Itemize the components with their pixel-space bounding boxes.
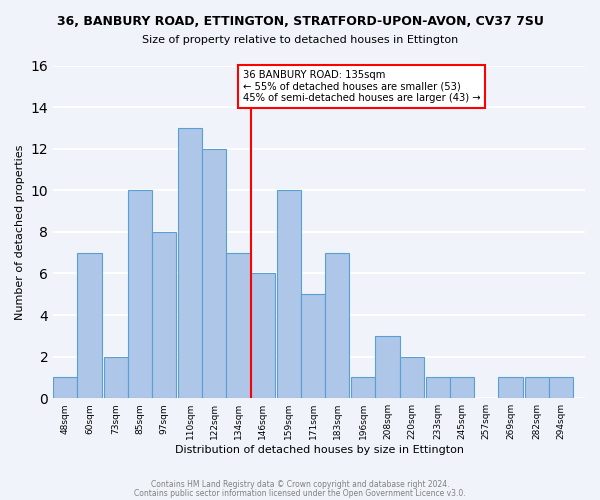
- Text: Contains public sector information licensed under the Open Government Licence v3: Contains public sector information licen…: [134, 488, 466, 498]
- Bar: [352, 378, 376, 398]
- Y-axis label: Number of detached properties: Number of detached properties: [15, 144, 25, 320]
- Bar: [53, 378, 77, 398]
- Bar: [400, 356, 424, 398]
- Bar: [450, 378, 474, 398]
- Text: 36, BANBURY ROAD, ETTINGTON, STRATFORD-UPON-AVON, CV37 7SU: 36, BANBURY ROAD, ETTINGTON, STRATFORD-U…: [56, 15, 544, 28]
- Bar: [499, 378, 523, 398]
- Bar: [77, 252, 101, 398]
- Bar: [277, 190, 301, 398]
- Bar: [152, 232, 176, 398]
- Bar: [104, 356, 128, 398]
- Bar: [202, 148, 226, 398]
- Text: Contains HM Land Registry data © Crown copyright and database right 2024.: Contains HM Land Registry data © Crown c…: [151, 480, 449, 489]
- Bar: [226, 252, 251, 398]
- Bar: [549, 378, 573, 398]
- X-axis label: Distribution of detached houses by size in Ettington: Distribution of detached houses by size …: [175, 445, 464, 455]
- Bar: [524, 378, 549, 398]
- Text: Size of property relative to detached houses in Ettington: Size of property relative to detached ho…: [142, 35, 458, 45]
- Bar: [178, 128, 202, 398]
- Bar: [376, 336, 400, 398]
- Bar: [251, 274, 275, 398]
- Text: 36 BANBURY ROAD: 135sqm
← 55% of detached houses are smaller (53)
45% of semi-de: 36 BANBURY ROAD: 135sqm ← 55% of detache…: [242, 70, 480, 103]
- Bar: [128, 190, 152, 398]
- Bar: [301, 294, 325, 398]
- Bar: [325, 252, 349, 398]
- Bar: [426, 378, 450, 398]
